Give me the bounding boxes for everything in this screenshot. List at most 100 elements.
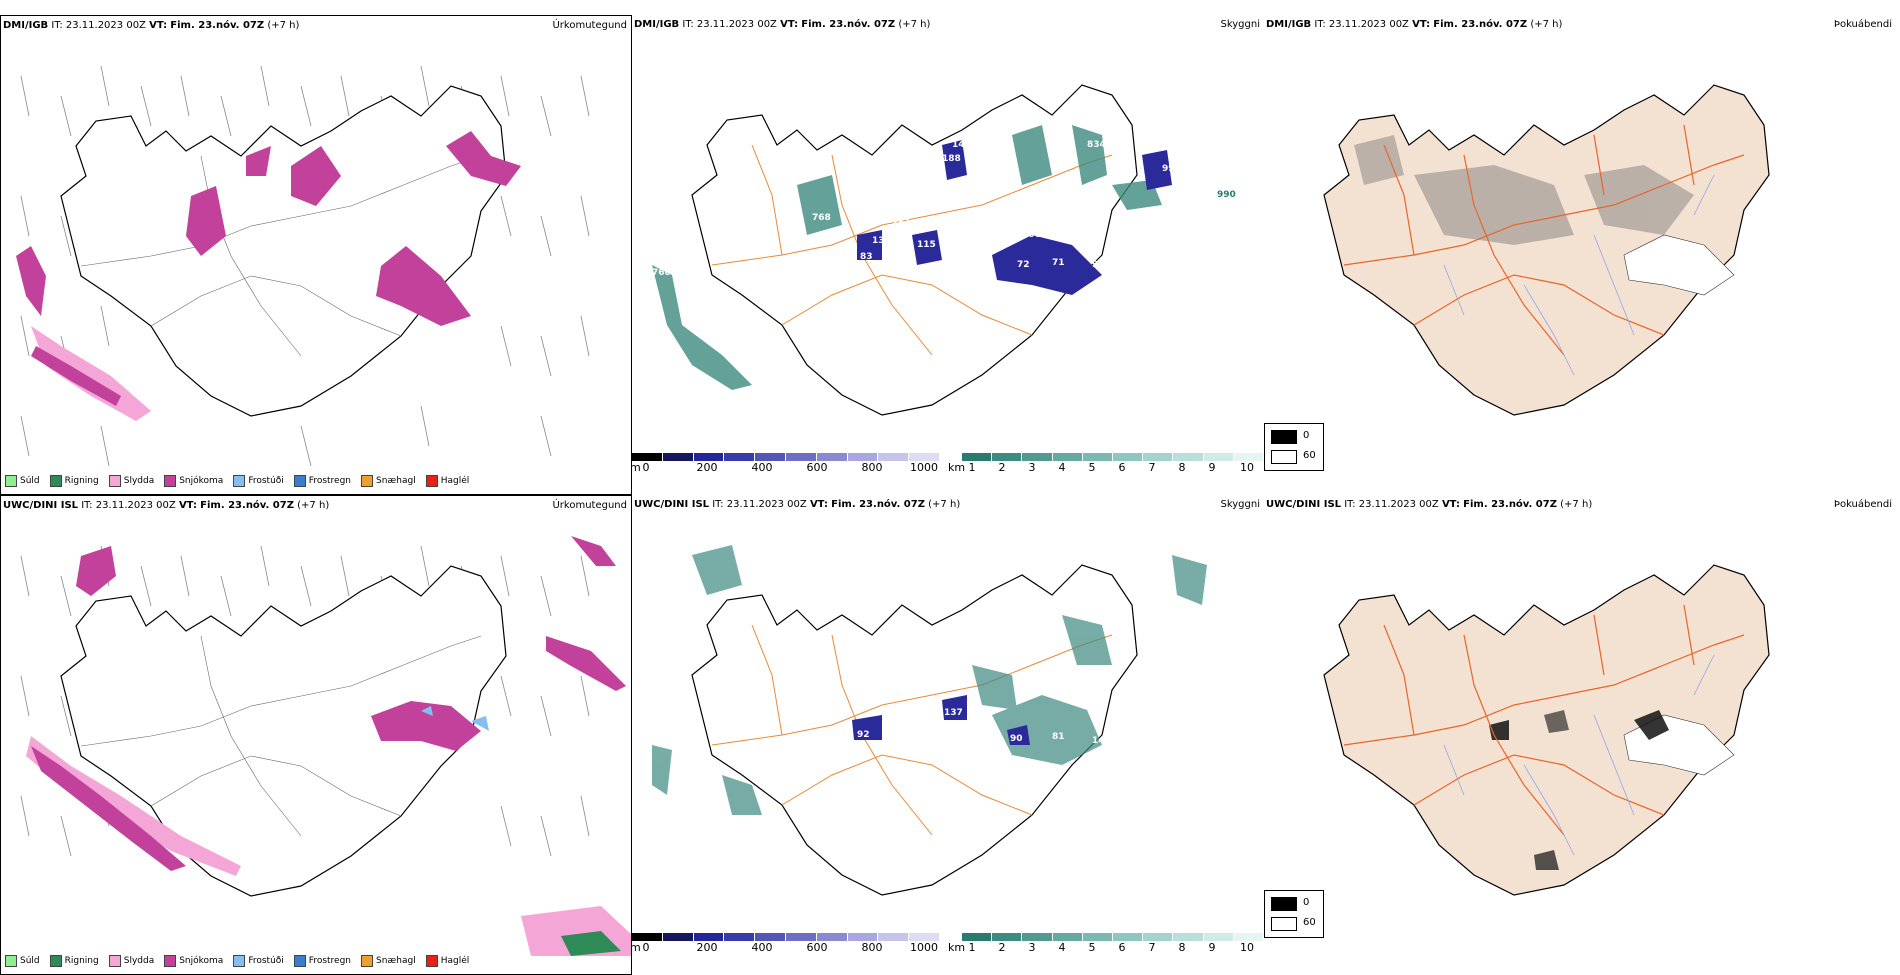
colorbar-row bbox=[632, 933, 940, 941]
vis-label: 155 bbox=[972, 170, 991, 180]
rivers bbox=[1443, 654, 1715, 856]
low-visibility-m bbox=[857, 140, 1172, 295]
vis-label: 81 bbox=[1052, 732, 1065, 742]
precip-legend: Súld Rigning Slydda Snjókoma Frostúði Fr… bbox=[5, 474, 627, 488]
vis-label: 768 bbox=[812, 213, 831, 223]
roads bbox=[1343, 124, 1745, 356]
fog-index-map bbox=[1323, 564, 1770, 896]
legend-item: Haglél bbox=[425, 475, 469, 487]
visibility-km-colorbar: km 1 2 3 4 5 6 7 8 9 10 bbox=[948, 933, 1264, 954]
vis-label: 92 bbox=[857, 730, 870, 740]
low-visibility-km bbox=[652, 125, 1162, 390]
vis-label: 146 bbox=[1092, 736, 1111, 746]
legend-swatch bbox=[108, 955, 121, 967]
vis-label: 96 bbox=[772, 833, 785, 843]
precip-type-map bbox=[20, 536, 631, 956]
precip-type-map bbox=[16, 65, 590, 467]
legend-item: Slydda bbox=[108, 955, 154, 967]
vis-label: 123 bbox=[932, 373, 951, 383]
visibility-panel-uwc: UWC/DINI ISL IT: 23.11.2023 00Z VT: Fim.… bbox=[632, 495, 1264, 975]
colorbar-unit: km bbox=[948, 461, 966, 474]
legend-swatch bbox=[233, 475, 246, 487]
vis-label: 257 bbox=[962, 190, 981, 200]
legend-item: Snæhagl bbox=[361, 475, 416, 487]
panel-header: DMI/IGB IT: 23.11.2023 00Z VT: Fim. 23.n… bbox=[634, 19, 1260, 30]
visibility-m-colorbar: m 0 200 400 600 800 1000 bbox=[632, 453, 940, 474]
vis-label: 141 bbox=[894, 713, 913, 723]
low-visibility-km bbox=[652, 545, 1207, 815]
legend-swatch bbox=[5, 955, 17, 967]
visibility-km-colorbar: km 1 2 3 4 5 6 7 8 9 10 bbox=[948, 453, 1264, 474]
legend-swatch bbox=[164, 955, 177, 967]
legend-item: Slydda bbox=[108, 475, 154, 487]
legend-swatch bbox=[425, 475, 438, 487]
visibility-value-labels: 92 141 137 90 81 146 96 110 bbox=[772, 708, 1111, 863]
vis-label: 71 bbox=[1052, 258, 1065, 268]
legend-item: Haglél bbox=[425, 955, 469, 967]
snowfall-areas bbox=[16, 131, 521, 421]
panel-header: DMI/IGB IT: 23.11.2023 00Z VT: Fim. 23.n… bbox=[3, 20, 627, 31]
legend-item: Frostregn bbox=[293, 955, 351, 967]
precip-areas bbox=[26, 536, 631, 956]
product-title: Þokuábendi bbox=[1833, 19, 1892, 30]
vis-label: 206 bbox=[1022, 230, 1041, 240]
visibility-map: 768 251 131 83 115 188 144 155 257 206 1… bbox=[652, 84, 1236, 416]
vis-label: 115 bbox=[917, 240, 936, 250]
product-title: Úrkomutegund bbox=[552, 500, 627, 511]
fog-shading bbox=[1489, 710, 1669, 870]
vis-label: 997 bbox=[1162, 164, 1181, 174]
visibility-map: 92 141 137 90 81 146 96 110 bbox=[652, 545, 1207, 896]
precip-type-panel-dmi: DMI/IGB IT: 23.11.2023 00Z VT: Fim. 23.n… bbox=[0, 15, 632, 495]
legend-swatch bbox=[293, 955, 306, 967]
rivers bbox=[1443, 174, 1715, 376]
fog-index-map bbox=[1323, 84, 1770, 416]
vis-label: 834 bbox=[1087, 140, 1106, 150]
legend-item: Snjókoma bbox=[164, 955, 223, 967]
panel-header: UWC/DINI ISL IT: 23.11.2023 00Z VT: Fim.… bbox=[1266, 499, 1892, 510]
fog-legend-swatch bbox=[1271, 450, 1297, 464]
precip-type-panel-uwc: UWC/DINI ISL IT: 23.11.2023 00Z VT: Fim.… bbox=[0, 495, 632, 975]
panel-header: UWC/DINI ISL IT: 23.11.2023 00Z VT: Fim.… bbox=[3, 500, 627, 511]
legend-item: Súld bbox=[5, 955, 40, 967]
colorbar-row bbox=[962, 933, 1264, 941]
vis-label: 990 bbox=[1217, 190, 1236, 200]
vis-label: 137 bbox=[944, 708, 963, 718]
colorbar-unit: m bbox=[632, 461, 641, 474]
fog-legend-swatch bbox=[1271, 430, 1297, 444]
vis-label: 110 bbox=[927, 853, 946, 863]
legend-item: Rigning bbox=[49, 475, 99, 487]
legend-swatch bbox=[361, 955, 374, 967]
panel-header: DMI/IGB IT: 23.11.2023 00Z VT: Fim. 23.n… bbox=[1266, 19, 1892, 30]
colorbar-row bbox=[962, 453, 1264, 461]
legend-item: Frostúði bbox=[233, 475, 284, 487]
legend-swatch bbox=[425, 955, 438, 967]
roads bbox=[80, 635, 482, 837]
legend-item: Súld bbox=[5, 475, 40, 487]
fog-legend-swatch bbox=[1271, 897, 1297, 911]
precip-legend: Súld Rigning Slydda Snjókoma Frostúði Fr… bbox=[5, 954, 627, 968]
legend-swatch bbox=[108, 475, 121, 487]
roads bbox=[80, 155, 482, 357]
legend-swatch bbox=[49, 475, 62, 487]
fog-index-panel-dmi: DMI/IGB IT: 23.11.2023 00Z VT: Fim. 23.n… bbox=[1264, 15, 1896, 495]
product-title: Þokuábendi bbox=[1833, 499, 1892, 510]
vis-label: 131 bbox=[872, 236, 891, 246]
vis-label: 188 bbox=[942, 154, 961, 164]
iceland-outline bbox=[60, 85, 507, 417]
product-title: Úrkomutegund bbox=[552, 20, 627, 31]
vis-label: 251 bbox=[892, 218, 911, 228]
colorbar-unit: m bbox=[632, 941, 641, 954]
legend-swatch bbox=[164, 475, 177, 487]
legend-swatch bbox=[233, 955, 246, 967]
roads bbox=[1343, 604, 1745, 836]
colorbar-ticks: 0 200 400 600 800 1000 bbox=[642, 461, 939, 474]
legend-item: Frostregn bbox=[293, 475, 351, 487]
legend-item: Rigning bbox=[49, 955, 99, 967]
vis-label: 97 bbox=[1092, 260, 1105, 270]
vis-label: 144 bbox=[952, 140, 971, 150]
fog-index-panel-uwc: UWC/DINI ISL IT: 23.11.2023 00Z VT: Fim.… bbox=[1264, 495, 1896, 975]
legend-swatch bbox=[5, 475, 17, 487]
product-title: Skyggni bbox=[1220, 499, 1260, 510]
vis-label: 68 bbox=[1147, 140, 1160, 150]
visibility-value-labels: 768 251 131 83 115 188 144 155 257 206 1… bbox=[652, 140, 1236, 383]
